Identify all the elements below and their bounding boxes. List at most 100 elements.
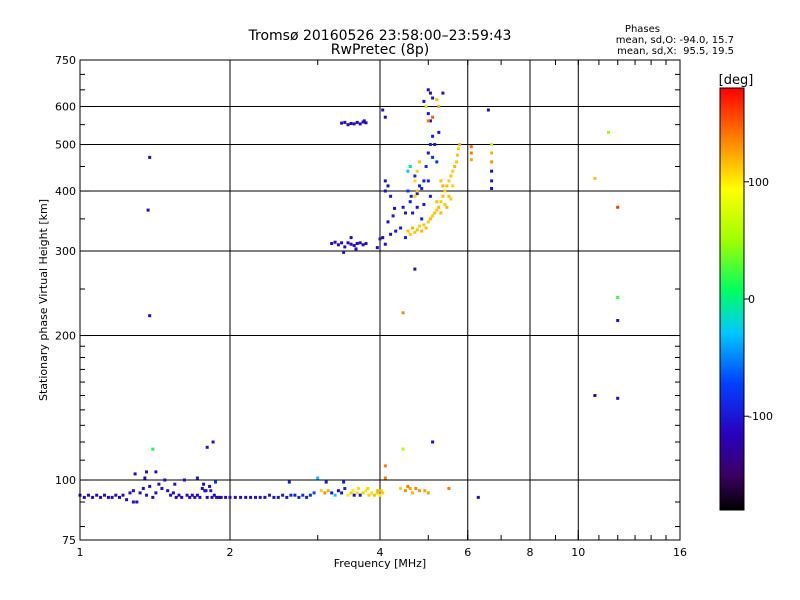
data-point	[426, 491, 430, 495]
x-tick-label: 6	[464, 546, 471, 559]
data-point	[431, 440, 435, 444]
data-point	[333, 493, 337, 497]
data-point	[343, 487, 347, 490]
data-point	[208, 484, 212, 488]
data-point	[376, 489, 380, 493]
data-point	[319, 489, 323, 493]
data-point	[406, 189, 410, 193]
data-point	[445, 205, 449, 209]
data-point	[424, 105, 428, 108]
data-point	[244, 495, 248, 499]
data-point	[441, 184, 445, 188]
data-point	[361, 243, 365, 247]
data-point	[342, 480, 346, 484]
data-point	[354, 247, 358, 251]
data-point	[148, 155, 152, 159]
data-point	[131, 500, 135, 504]
data-point	[343, 120, 347, 124]
stats-heading: Phases	[625, 24, 660, 35]
data-point	[91, 495, 95, 499]
data-point	[148, 314, 152, 318]
data-point	[361, 491, 365, 495]
data-point	[439, 211, 443, 215]
data-point	[381, 236, 385, 240]
data-point	[285, 495, 289, 499]
data-point	[364, 489, 368, 493]
data-point	[305, 495, 309, 499]
data-point	[447, 194, 451, 198]
data-point	[145, 493, 148, 497]
data-point	[399, 487, 403, 490]
data-point	[346, 123, 350, 127]
data-point	[476, 495, 480, 499]
stats-line-2: mean, sd,X: 95.5, 19.5	[617, 46, 734, 57]
data-point	[437, 105, 441, 108]
data-point	[145, 470, 148, 474]
data-point	[268, 493, 271, 497]
grid	[80, 60, 680, 540]
data-point	[411, 211, 415, 215]
data-point	[439, 179, 443, 183]
data-point	[364, 242, 368, 245]
data-point	[336, 489, 340, 493]
data-point	[394, 229, 398, 233]
data-point	[404, 236, 407, 240]
data-point	[333, 240, 337, 244]
data-point	[415, 228, 419, 232]
data-point	[352, 244, 356, 247]
x-tick-label: 4	[377, 546, 384, 559]
data-point	[249, 495, 253, 499]
data-point	[428, 143, 432, 146]
data-point	[342, 250, 346, 254]
data-point	[141, 487, 145, 490]
data-point	[408, 232, 412, 236]
data-point	[204, 489, 208, 493]
data-point	[82, 495, 86, 499]
data-point	[209, 489, 213, 493]
data-point	[308, 493, 312, 497]
data-point	[138, 491, 142, 495]
data-point	[424, 165, 428, 168]
data-point	[343, 245, 347, 249]
data-point	[420, 187, 424, 190]
data-point	[424, 226, 428, 230]
y-tick-label: 300	[55, 245, 76, 258]
data-point	[195, 476, 199, 480]
data-point	[490, 187, 494, 190]
data-point	[99, 495, 103, 499]
data-point	[457, 147, 460, 151]
data-point	[355, 242, 359, 245]
data-point	[224, 495, 228, 499]
data-point	[169, 493, 173, 497]
y-tick-label: 400	[55, 185, 76, 198]
data-point	[422, 223, 426, 227]
x-tick-label: 8	[527, 546, 534, 559]
data-point	[239, 495, 243, 499]
data-point	[336, 243, 340, 247]
data-point	[431, 214, 435, 218]
data-point	[110, 495, 114, 499]
data-point	[125, 498, 129, 502]
data-point	[469, 151, 473, 155]
data-point	[118, 495, 121, 499]
data-point	[200, 487, 204, 490]
data-point	[453, 165, 457, 168]
data-point	[439, 200, 443, 204]
data-point	[254, 495, 257, 499]
x-axis: 1 2 4 6 8 10 16	[77, 60, 687, 559]
data-point	[352, 122, 356, 126]
data-point	[433, 211, 437, 215]
data-point	[151, 495, 155, 499]
data-point	[352, 493, 356, 497]
data-point	[404, 211, 407, 215]
data-point	[358, 122, 362, 126]
colorbar-tick-label: 0	[748, 293, 755, 306]
data-point	[358, 493, 362, 497]
data-point	[185, 493, 189, 497]
data-point	[428, 91, 432, 95]
data-point	[160, 487, 164, 490]
data-point	[431, 155, 435, 159]
y-tick-label: 500	[55, 139, 76, 152]
data-point	[431, 96, 435, 100]
data-point	[367, 493, 371, 497]
